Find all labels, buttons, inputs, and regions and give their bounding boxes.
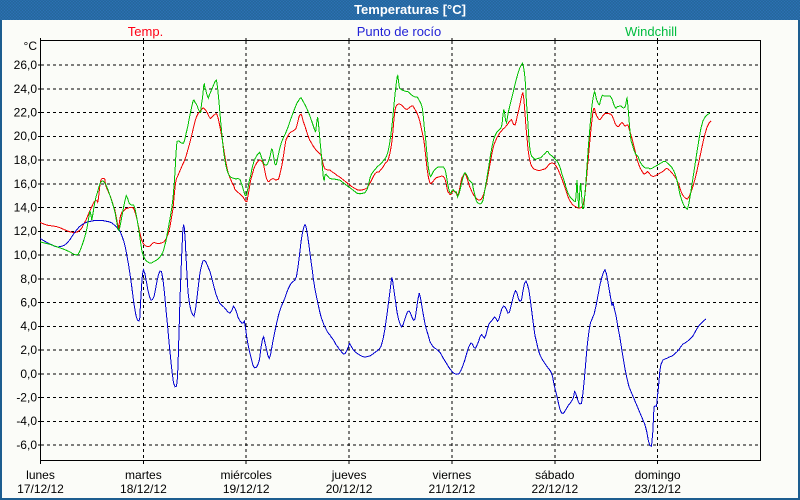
svg-text:26,0: 26,0 (14, 58, 38, 72)
svg-text:18/12/12: 18/12/12 (120, 482, 167, 496)
svg-text:6,0: 6,0 (20, 296, 37, 310)
svg-text:°C: °C (24, 39, 38, 53)
svg-text:23/12/12: 23/12/12 (634, 482, 681, 496)
svg-text:2,0: 2,0 (20, 343, 37, 357)
svg-text:18,0: 18,0 (14, 153, 38, 167)
svg-text:20,0: 20,0 (14, 129, 38, 143)
svg-text:martes: martes (125, 468, 162, 482)
svg-text:19/12/12: 19/12/12 (223, 482, 270, 496)
svg-text:miércoles: miércoles (221, 468, 272, 482)
svg-text:8,0: 8,0 (20, 272, 37, 286)
svg-text:-6,0: -6,0 (16, 438, 37, 452)
svg-text:domingo: domingo (635, 468, 681, 482)
svg-text:-2,0: -2,0 (16, 391, 37, 405)
svg-text:22,0: 22,0 (14, 106, 38, 120)
svg-text:viernes: viernes (433, 468, 472, 482)
svg-text:12,0: 12,0 (14, 224, 38, 238)
svg-text:-4,0: -4,0 (16, 414, 37, 428)
svg-text:10,0: 10,0 (14, 248, 38, 262)
svg-text:jueves: jueves (331, 468, 367, 482)
svg-text:sábado: sábado (535, 468, 575, 482)
svg-text:17/12/12: 17/12/12 (17, 482, 64, 496)
svg-text:4,0: 4,0 (20, 319, 37, 333)
svg-text:20/12/12: 20/12/12 (326, 482, 373, 496)
svg-text:24,0: 24,0 (14, 82, 38, 96)
svg-text:21/12/12: 21/12/12 (429, 482, 476, 496)
svg-text:lunes: lunes (26, 468, 55, 482)
svg-text:16,0: 16,0 (14, 177, 38, 191)
svg-text:22/12/12: 22/12/12 (531, 482, 578, 496)
svg-text:0,0: 0,0 (20, 367, 37, 381)
svg-text:14,0: 14,0 (14, 201, 38, 215)
